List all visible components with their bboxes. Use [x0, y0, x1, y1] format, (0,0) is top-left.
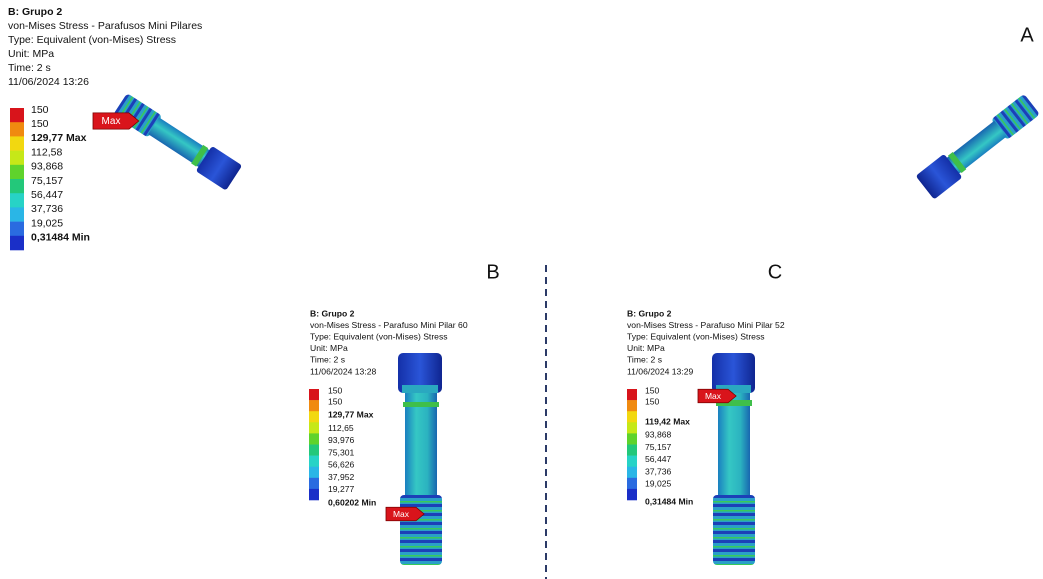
screw-model — [712, 353, 755, 565]
screw-model — [112, 91, 242, 190]
legend-header: Type: Equivalent (von-Mises) Stress — [8, 34, 176, 46]
legend-swatch — [627, 489, 637, 500]
legend-header: 11/06/2024 13:26 — [8, 76, 89, 88]
legend-label: 150 — [31, 104, 49, 116]
max-flag: Max — [705, 391, 722, 401]
legend-swatch — [10, 165, 24, 180]
panel-label: C — [768, 261, 782, 283]
screw-model — [398, 353, 442, 565]
legend-swatch — [10, 222, 24, 237]
legend-swatch — [627, 422, 637, 433]
max-flag: Max — [102, 116, 121, 127]
legend-swatch — [627, 467, 637, 478]
legend-label: 19,025 — [645, 479, 672, 489]
legend-header: Time: 2 s — [8, 62, 51, 74]
legend-label: 37,952 — [328, 472, 355, 482]
legend-swatch — [627, 456, 637, 467]
legend-label: 19,277 — [328, 484, 355, 494]
legend-label: 112,65 — [328, 423, 354, 433]
legend-label: 150 — [328, 385, 343, 395]
legend-label: 93,868 — [31, 161, 63, 173]
legend-swatch — [309, 422, 319, 433]
legend-label: 0,60202 Min — [328, 497, 376, 507]
legend-swatch — [627, 445, 637, 456]
legend-header: von-Mises Stress - Parafuso Mini Pilar 6… — [310, 320, 468, 330]
legend-swatch — [10, 179, 24, 194]
legend-swatch — [10, 108, 24, 123]
legend-swatch — [309, 445, 319, 456]
legend-swatch — [309, 433, 319, 444]
panel-label: B — [486, 261, 499, 283]
legend-label: 19,025 — [31, 217, 63, 229]
legend-swatch — [10, 207, 24, 222]
legend-header: 11/06/2024 13:29 — [627, 366, 693, 376]
legend-header: 11/06/2024 13:28 — [310, 366, 376, 376]
legend-label: 37,736 — [645, 466, 672, 476]
legend-swatch — [627, 478, 637, 489]
legend-header: von-Mises Stress - Parafusos Mini Pilare… — [8, 20, 202, 32]
legend-swatch — [309, 411, 319, 422]
max-flag: Max — [393, 509, 410, 519]
legend-swatch — [309, 478, 319, 489]
screw-model — [916, 92, 1042, 199]
figure: A B C B: Grupo 2 von-Mises Stress - Paraf… — [0, 0, 1043, 579]
legend-label: 150 — [645, 385, 660, 395]
legend-label: 129,77 Max — [31, 132, 87, 144]
legend-header: Type: Equivalent (von-Mises) Stress — [627, 331, 765, 341]
legend-swatch — [10, 193, 24, 208]
legend-label: 75,157 — [645, 442, 672, 452]
legend-label: 56,447 — [645, 454, 672, 464]
legend-label: 93,976 — [328, 435, 355, 445]
legend-label: 56,626 — [328, 460, 355, 470]
legend-swatch — [627, 389, 637, 400]
panel-label: A — [1020, 24, 1034, 46]
legend-label: 75,301 — [328, 447, 355, 457]
legend-swatch — [309, 456, 319, 467]
legend-header: B: Grupo 2 — [8, 6, 62, 18]
legend-swatch — [10, 136, 24, 151]
legend-label: 150 — [328, 396, 343, 406]
legend-header: Time: 2 s — [627, 355, 662, 365]
legend-label: 119,42 Max — [645, 416, 690, 426]
legend-header: Unit: MPa — [310, 343, 348, 353]
legend-label: 0,31484 Min — [31, 232, 90, 244]
legend-header: B: Grupo 2 — [310, 308, 355, 318]
legend-label: 75,157 — [31, 175, 63, 187]
legend-swatch — [309, 389, 319, 400]
legend-header: B: Grupo 2 — [627, 308, 672, 318]
legend-header: Time: 2 s — [310, 355, 345, 365]
legend-swatch — [10, 151, 24, 166]
legend-swatch — [10, 122, 24, 137]
legend-swatch — [627, 400, 637, 411]
legend-swatch — [627, 433, 637, 444]
legend-label: 0,31484 Min — [645, 496, 693, 506]
legend-header: Unit: MPa — [627, 343, 665, 353]
legend-label: 93,868 — [645, 430, 672, 440]
legend-label: 112,58 — [31, 146, 62, 158]
legend-header: Unit: MPa — [8, 48, 54, 60]
legend-header: Type: Equivalent (von-Mises) Stress — [310, 331, 448, 341]
legend-swatch — [10, 236, 24, 251]
legend-header: von-Mises Stress - Parafuso Mini Pilar 5… — [627, 320, 785, 330]
legend-swatch — [309, 489, 319, 500]
legend-swatch — [309, 467, 319, 478]
legend-label: 129,77 Max — [328, 410, 374, 420]
legend-label: 56,447 — [31, 189, 63, 201]
legend-swatch — [309, 400, 319, 411]
legend-label: 150 — [645, 396, 660, 406]
legend-label: 150 — [31, 118, 49, 130]
legend-swatch — [627, 411, 637, 422]
legend-label: 37,736 — [31, 203, 63, 215]
